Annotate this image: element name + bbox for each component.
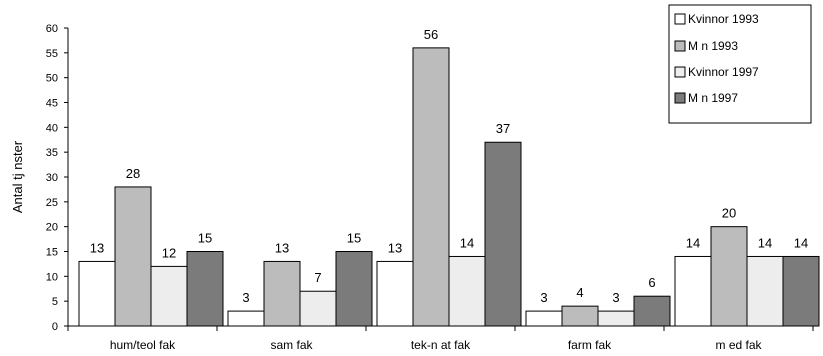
y-tick-label: 40: [46, 122, 58, 134]
y-tick-label: 10: [46, 271, 58, 283]
y-tick-label: 45: [46, 98, 58, 110]
data-label: 6: [648, 275, 655, 290]
category-label: tek-n at fak: [411, 338, 471, 352]
data-label: 14: [794, 235, 808, 250]
data-label: 37: [496, 121, 510, 136]
data-label: 13: [388, 240, 402, 255]
data-label: 56: [424, 27, 438, 42]
category-label: sam fak: [270, 338, 313, 352]
bar-1: [78, 260, 116, 327]
bar-3: [299, 290, 337, 327]
y-tick-label: 25: [46, 197, 58, 209]
data-label: 12: [162, 245, 176, 260]
legend-box: [668, 4, 812, 124]
bar-1: [376, 260, 414, 327]
bar-2: [114, 186, 152, 327]
data-label: 15: [347, 231, 361, 246]
legend-label: Kvinnor 1993: [688, 12, 759, 26]
plot-area: [78, 47, 820, 327]
bar-3: [448, 255, 486, 327]
data-label: 3: [612, 290, 619, 305]
y-tick-label: 50: [46, 73, 58, 85]
legend-swatch: [674, 13, 686, 25]
data-label: 20: [722, 206, 736, 221]
legend: Kvinnor 1993 M n 1993 Kvinnor 1997 M n 1997: [668, 4, 812, 124]
legend-swatch: [674, 92, 686, 104]
bar-2: [561, 305, 599, 327]
bar-4: [335, 251, 373, 327]
bar-2: [710, 226, 748, 327]
bar-1: [525, 310, 563, 327]
data-labels: 13 28 12 15 3 13 7 15 13 56 14 37 3 4 3 6 14 20 14 14: [90, 27, 808, 305]
data-label: 7: [314, 270, 321, 285]
data-label: 15: [198, 231, 212, 246]
bar-1: [227, 310, 265, 327]
y-tick-label: 20: [46, 222, 58, 234]
bar-1: [674, 255, 712, 327]
legend-swatch: [674, 40, 686, 52]
category-label: hum/teol fak: [110, 338, 176, 352]
category-label: m ed fak: [715, 338, 762, 352]
axes: 0 5 10 15 20 25 30 35 40 45 50 55 60 hum/teol fak sam …: [46, 23, 814, 352]
y-tick-label: 0: [52, 321, 58, 333]
y-tick-label: 60: [46, 23, 58, 35]
data-label: 14: [686, 235, 700, 250]
y-tick-label: 30: [46, 172, 58, 184]
data-label: 13: [90, 240, 104, 255]
data-label: 3: [242, 290, 249, 305]
bar-2: [412, 47, 450, 327]
legend-label: Kvinnor 1997: [688, 65, 759, 79]
data-label: 13: [275, 240, 289, 255]
y-tick-label: 15: [46, 247, 58, 259]
legend-label: M n 1997: [688, 91, 738, 105]
data-label: 28: [126, 166, 140, 181]
bar-2: [263, 260, 301, 327]
y-tick-label: 55: [46, 48, 58, 60]
category-label: farm fak: [568, 338, 612, 352]
legend-swatch: [674, 66, 686, 78]
legend-label: M n 1993: [688, 39, 738, 53]
data-label: 3: [540, 290, 547, 305]
bar-3: [746, 255, 784, 327]
y-axis-title: Antal tj nster: [10, 140, 25, 213]
bar-4: [782, 255, 820, 327]
data-label: 4: [576, 285, 583, 300]
bar-4: [186, 251, 224, 327]
data-label: 14: [460, 235, 474, 250]
data-label: 14: [758, 235, 772, 250]
y-tick-label: 5: [52, 296, 58, 308]
bar-3: [597, 310, 635, 327]
y-tick-label: 35: [46, 147, 58, 159]
bar-3: [150, 265, 188, 327]
bar-4: [484, 141, 522, 327]
bar-4: [633, 295, 671, 327]
